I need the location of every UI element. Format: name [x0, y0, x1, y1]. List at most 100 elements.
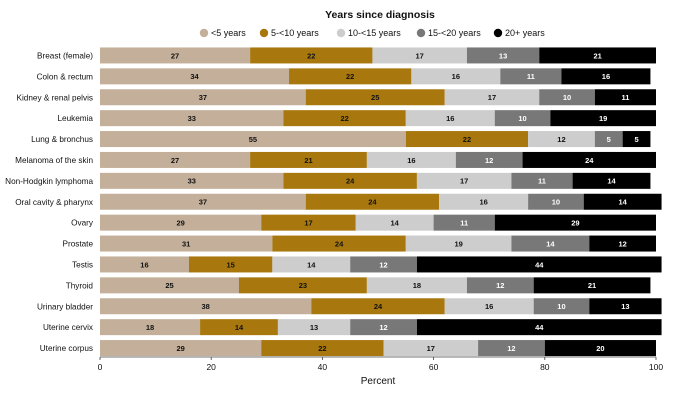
- bar-segment: [100, 89, 306, 106]
- data-label: 12: [618, 239, 626, 248]
- x-tick-label: 0: [98, 362, 103, 372]
- data-label: 25: [165, 281, 173, 290]
- bar-segment: [100, 277, 239, 294]
- bar-segment: [511, 235, 590, 252]
- category-label: Leukemia: [57, 114, 93, 123]
- bar-segment: [100, 214, 262, 231]
- data-label: 18: [146, 323, 154, 332]
- x-tick-label: 60: [429, 362, 439, 372]
- data-label: 18: [413, 281, 421, 290]
- bar-row: 31 24 19 14 12: [100, 235, 656, 252]
- data-label: 14: [618, 198, 627, 207]
- bar-row: 33 24 17 11 14: [100, 172, 651, 189]
- data-label: 12: [496, 281, 504, 290]
- data-label: 13: [310, 323, 318, 332]
- category-label: Urinary bladder: [37, 302, 93, 311]
- data-label: 16: [407, 156, 415, 165]
- data-label: 25: [371, 93, 379, 102]
- bar-segment: [305, 89, 445, 106]
- data-label: 27: [171, 156, 179, 165]
- data-label: 10: [557, 302, 565, 311]
- bar-segment: [405, 131, 529, 148]
- bar-segment: [250, 47, 373, 64]
- category-label: Breast (female): [37, 51, 93, 60]
- data-label: 38: [201, 302, 209, 311]
- data-label: 22: [318, 344, 326, 353]
- data-label: 16: [602, 72, 610, 81]
- bar-segment: [589, 235, 656, 252]
- bar-segment: [411, 68, 501, 85]
- data-label: 24: [585, 156, 594, 165]
- bar-segment: [272, 235, 406, 252]
- data-label: 34: [190, 72, 199, 81]
- data-label: 11: [527, 72, 535, 81]
- bar-segment: [416, 256, 662, 273]
- bar-segment: [272, 256, 351, 273]
- bar-segment: [539, 89, 595, 106]
- data-label: 29: [176, 344, 184, 353]
- bars-layer: 27 22 17 13 21 34 22 16 11 16 37 25 17 10 11 33 22 16 10 19…: [100, 47, 662, 357]
- legend-swatch-3: [336, 28, 346, 38]
- bar-segment: [100, 47, 251, 64]
- legend: <5 years 5-<10 years 10-<15 years 15-<20 ye…: [199, 28, 545, 38]
- category-label: Non-Hodgkin lymphoma: [5, 177, 93, 186]
- legend-swatch-4: [416, 28, 426, 38]
- data-label: 21: [588, 281, 596, 290]
- data-label: 17: [416, 51, 424, 60]
- data-label: 15: [226, 260, 234, 269]
- data-label: 12: [379, 260, 387, 269]
- bar-segment: [100, 172, 284, 189]
- data-label: 27: [171, 51, 179, 60]
- bar-row: 27 21 16 12 24: [100, 151, 656, 168]
- data-label: 17: [427, 344, 435, 353]
- bar-segment: [561, 68, 651, 85]
- bar-row: 16 15 14 12 44: [100, 256, 662, 273]
- data-label: 10: [518, 114, 526, 123]
- bar-row: 27 22 17 13 21: [100, 47, 656, 64]
- data-label: 10: [563, 93, 571, 102]
- bar-segment: [100, 131, 406, 148]
- data-label: 21: [304, 156, 312, 165]
- category-label: Colon & rectum: [37, 72, 94, 81]
- legend-label-1: <5 years: [211, 28, 246, 38]
- data-label: 11: [621, 93, 629, 102]
- bar-segment: [100, 298, 312, 315]
- bar-segment: [366, 277, 467, 294]
- x-tick-label: 20: [206, 362, 216, 372]
- bar-row: 38 24 16 10 13: [100, 298, 662, 315]
- x-axis-title: Percent: [361, 376, 396, 387]
- bar-segment: [383, 340, 479, 357]
- bar-segment: [444, 89, 540, 106]
- x-axis: 0 20 40 60 80 100: [98, 356, 663, 372]
- bar-segment: [583, 193, 662, 210]
- data-label: 13: [499, 51, 507, 60]
- category-label: Melanoma of the skin: [15, 156, 93, 165]
- bar-segment: [261, 340, 384, 357]
- data-label: 21: [593, 51, 601, 60]
- data-label: 16: [446, 114, 454, 123]
- data-label: 55: [249, 135, 257, 144]
- data-label: 17: [460, 177, 468, 186]
- category-label: Kidney & renal pelvis: [17, 93, 93, 102]
- data-label: 5: [607, 135, 611, 144]
- x-tick-label: 40: [318, 362, 328, 372]
- data-label: 12: [485, 156, 493, 165]
- data-label: 44: [535, 323, 544, 332]
- bar-segment: [405, 110, 495, 127]
- data-label: 19: [599, 114, 607, 123]
- x-tick-label: 80: [540, 362, 550, 372]
- bar-segment: [277, 319, 351, 336]
- bar-segment: [100, 256, 189, 273]
- bar-row: 29 17 14 11 29: [100, 214, 656, 231]
- data-label: 11: [460, 218, 468, 227]
- bar-row: 37 25 17 10 11: [100, 89, 656, 106]
- data-label: 22: [340, 114, 348, 123]
- data-label: 37: [199, 198, 207, 207]
- bar-segment: [433, 214, 495, 231]
- data-label: 12: [557, 135, 565, 144]
- bar-segment: [289, 68, 412, 85]
- bar-segment: [544, 340, 656, 357]
- bar-segment: [350, 256, 417, 273]
- data-label: 37: [199, 93, 207, 102]
